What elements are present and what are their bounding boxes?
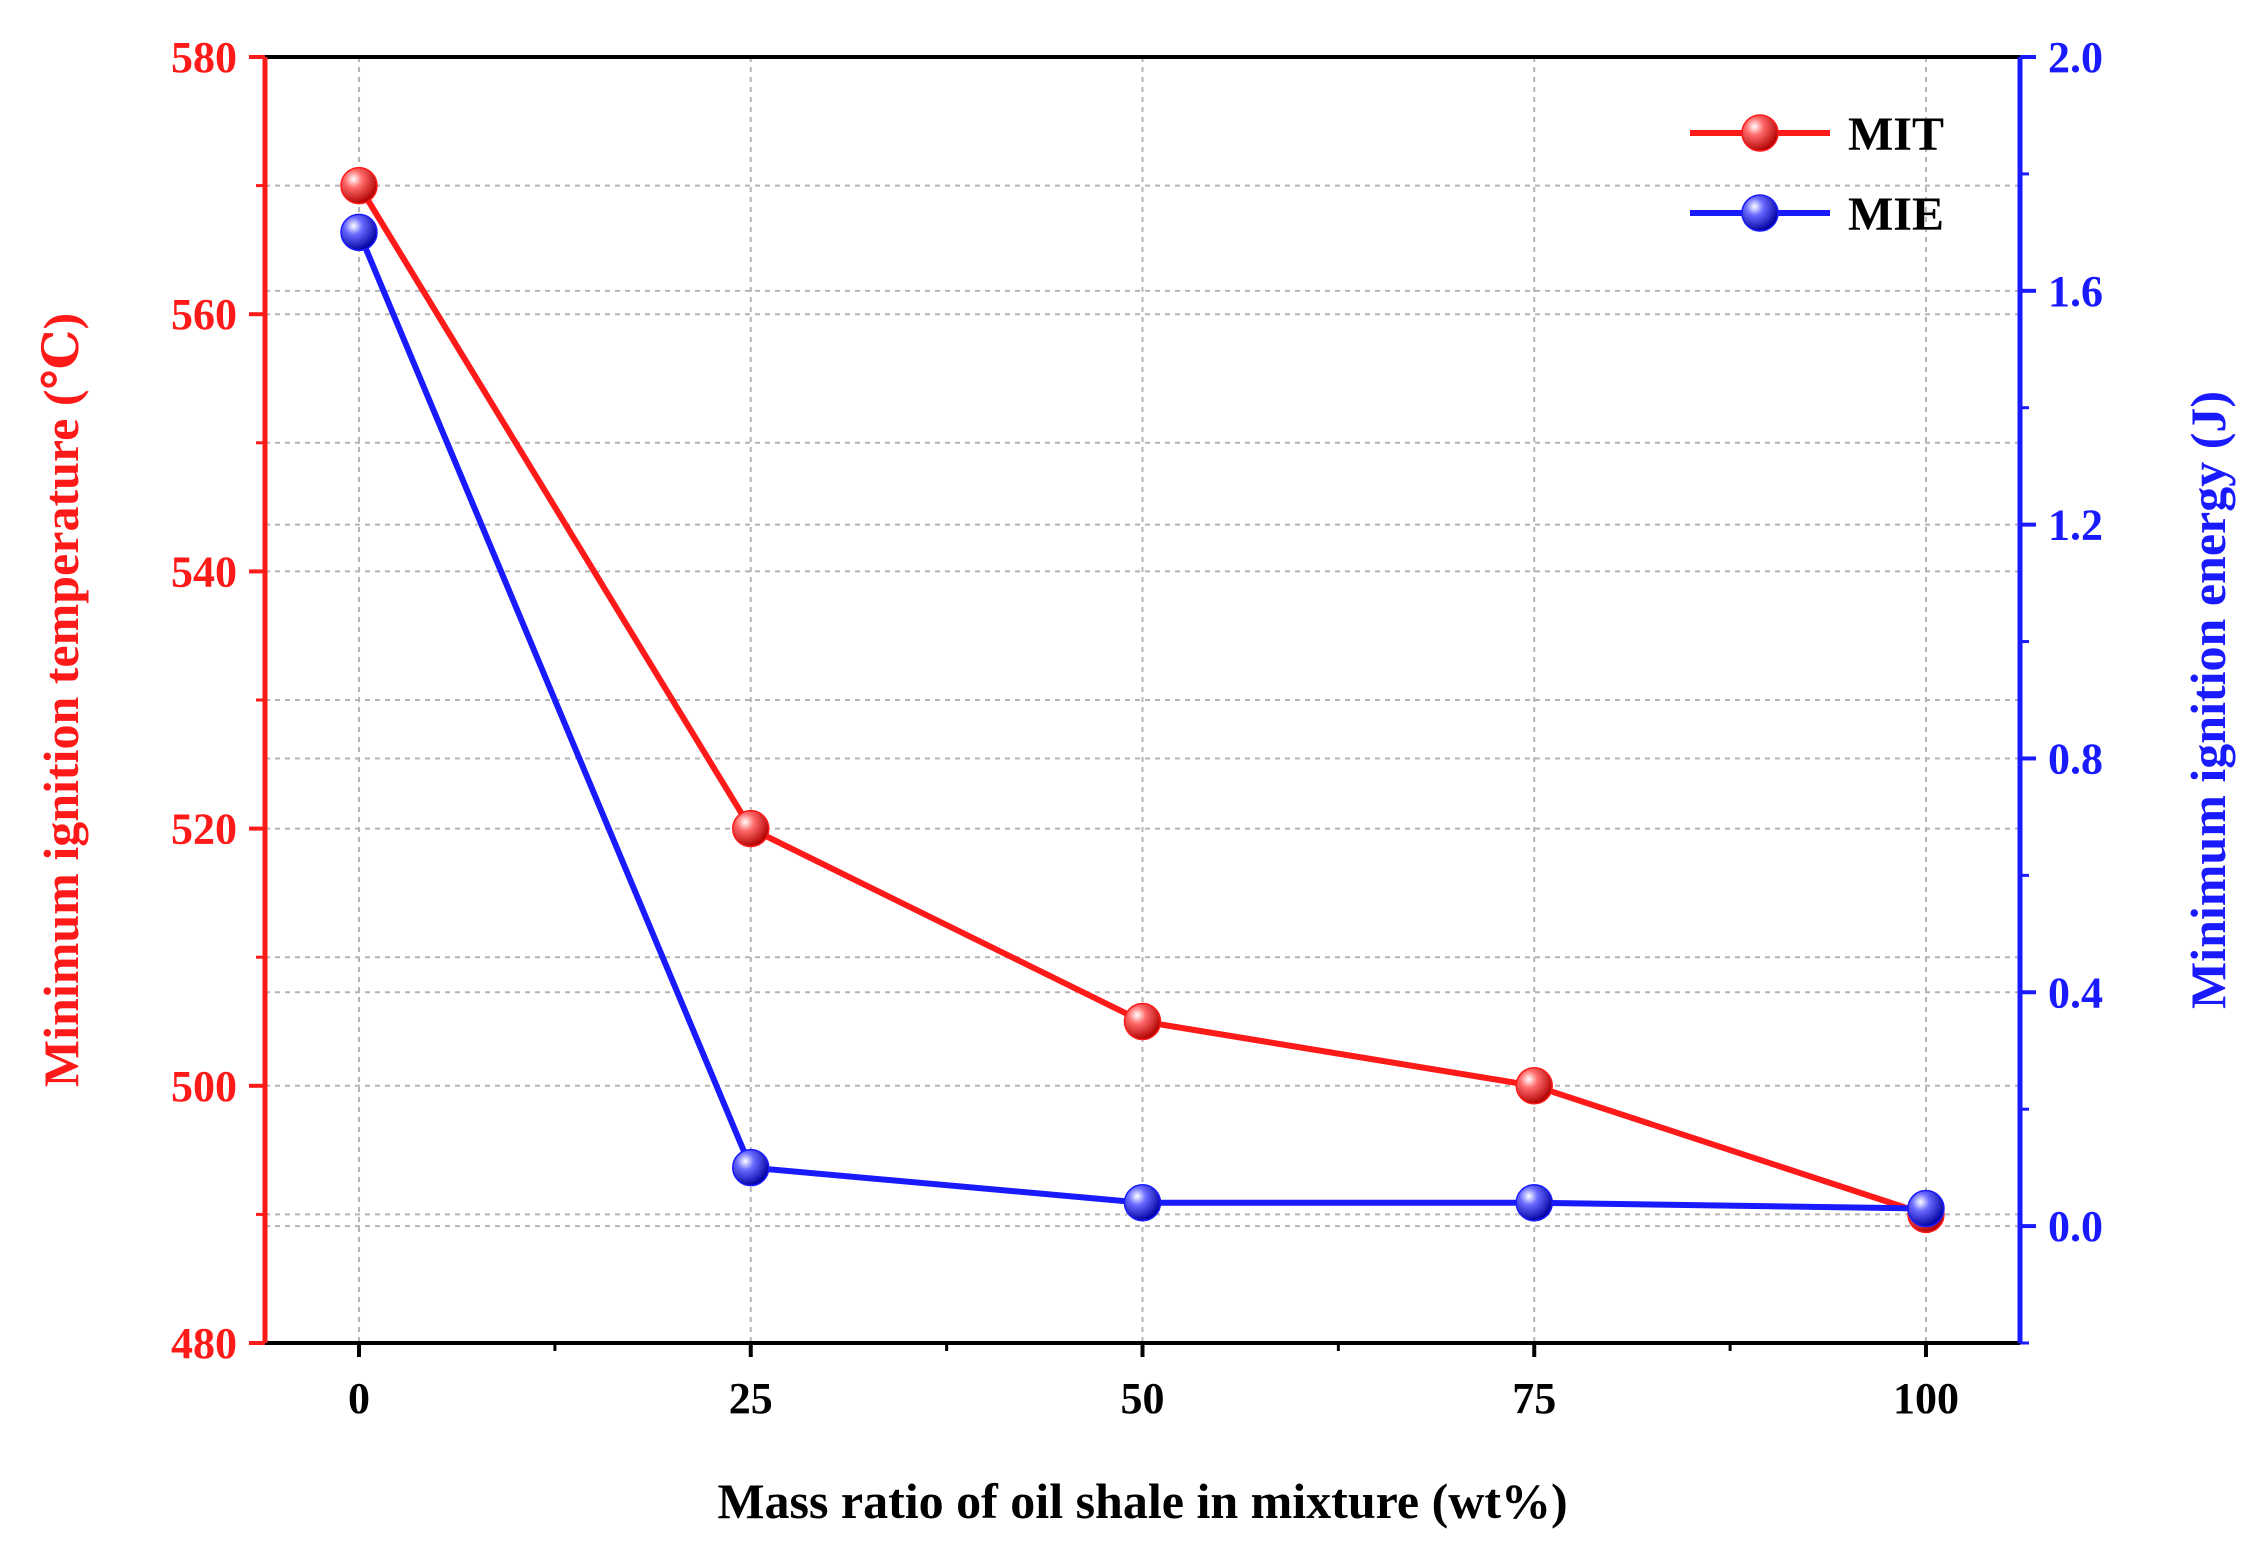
data-point-mie-50 [1123,1183,1162,1222]
data-point-mit-50 [1123,1002,1162,1041]
right-tick-label-0.8: 0.8 [2048,734,2103,783]
series-lines [340,166,1945,1234]
axis-labels: 0 25 50 75 100 480 500 520 540 560 580 0.0 0.4 0.8 1.2… [33,33,2236,1529]
right-tick-label-1.6: 1.6 [2048,267,2103,316]
data-point-mit-25 [732,809,770,848]
legend-marker-mit [1741,114,1779,152]
right-tick-label-2: 2.0 [2048,33,2103,82]
data-point-mie-75 [1515,1183,1553,1222]
x-tick-label-50: 50 [1121,1374,1165,1423]
left-tick-label-520: 520 [171,805,237,854]
left-axis-title: Minimum ignition temperature (℃) [33,313,89,1087]
left-tick-label-540: 540 [171,547,237,596]
legend: MIT MIE [1690,108,1944,241]
grid-lines [265,57,2020,1343]
x-tick-label-0: 0 [348,1374,370,1423]
legend-label-mit: MIT [1848,108,1944,161]
legend-marker-mie [1741,194,1779,232]
x-tick-label-25: 25 [729,1374,773,1423]
right-tick-label-0.4: 0.4 [2048,968,2103,1017]
axes [249,55,2036,1357]
legend-label-mie: MIE [1848,188,1944,241]
right-tick-label-1.2: 1.2 [2048,501,2103,550]
data-point-mie-25 [732,1148,770,1187]
data-point-mit-0 [340,166,378,205]
x-tick-label-100: 100 [1893,1374,1959,1423]
left-tick-label-580: 580 [171,33,237,82]
data-point-mie-100 [1907,1189,1945,1228]
data-point-mie-0 [340,213,378,252]
x-tick-label-75: 75 [1512,1374,1556,1423]
data-point-mit-75 [1515,1067,1553,1105]
x-axis-title: Mass ratio of oil shale in mixture (wt%) [717,1473,1567,1529]
left-tick-label-500: 500 [171,1062,237,1111]
right-axis-title: Minimum ignition energy (J) [2180,391,2236,1009]
left-tick-label-480: 480 [171,1319,237,1368]
left-tick-label-560: 560 [171,290,237,339]
right-tick-label-0: 0.0 [2048,1202,2103,1251]
